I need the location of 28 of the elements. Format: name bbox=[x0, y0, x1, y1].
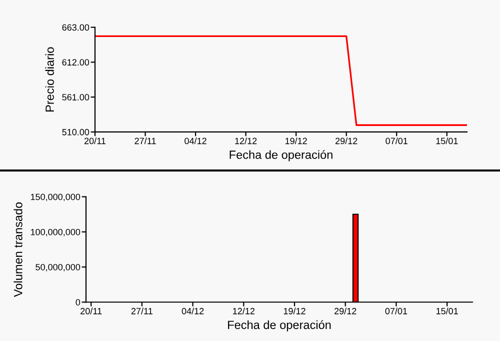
x-tick-label: 29/12 bbox=[336, 138, 358, 144]
x-tick-label: 20/11 bbox=[84, 138, 106, 144]
x-tick-label: 12/12 bbox=[233, 308, 254, 314]
x-tick-label: 15/01 bbox=[436, 308, 458, 314]
y-tick-label: 100,000,000 bbox=[30, 228, 80, 236]
y-tick-label: 0 bbox=[76, 299, 80, 306]
y-tick-label: 50,000,000 bbox=[36, 264, 80, 272]
x-tick-label: 19/12 bbox=[284, 308, 306, 314]
x-tick-label: 19/12 bbox=[285, 138, 307, 144]
x-axis-title: Fecha de operación bbox=[228, 320, 331, 332]
y-tick-label: 561.00 bbox=[62, 94, 90, 100]
x-tick-label: 07/01 bbox=[386, 138, 408, 144]
x-tick-label: 04/12 bbox=[184, 138, 206, 144]
y-axis-title: Volumen transado bbox=[14, 202, 22, 297]
x-tick-label: 12/12 bbox=[235, 138, 257, 144]
x-tick-label: 29/12 bbox=[334, 308, 356, 314]
y-tick-label: 663.00 bbox=[62, 24, 90, 31]
x-tick-label: 27/11 bbox=[134, 138, 156, 144]
x-tick-label: 15/01 bbox=[436, 138, 458, 144]
y-tick-label: 150,000,000 bbox=[30, 194, 80, 202]
x-axis-title: Fecha de operación bbox=[230, 150, 332, 162]
x-tick-label: 07/01 bbox=[385, 308, 408, 314]
y-tick-label: 510.00 bbox=[62, 128, 90, 136]
x-tick-label: 27/11 bbox=[131, 308, 152, 314]
x-tick-label: 04/12 bbox=[182, 308, 204, 314]
y-tick-label: 612.00 bbox=[62, 59, 90, 66]
y-axis-title: Precio diario bbox=[45, 47, 54, 112]
x-tick-label: 20/11 bbox=[80, 308, 102, 314]
